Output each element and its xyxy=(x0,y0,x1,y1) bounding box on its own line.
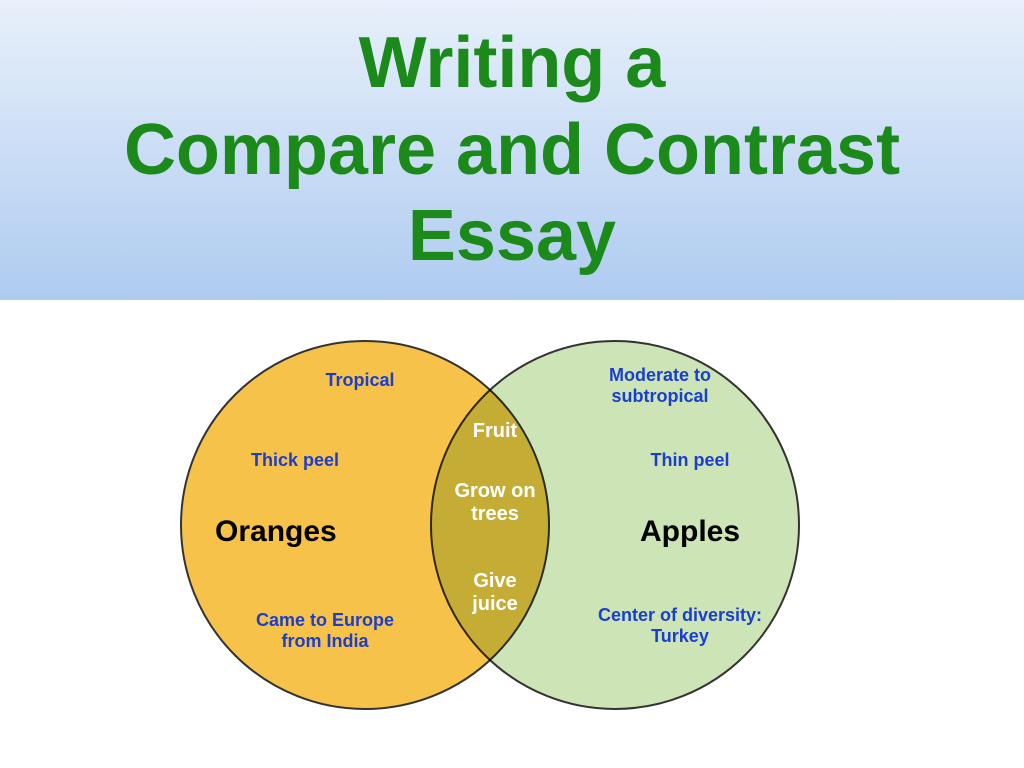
right-circle-label: Apples xyxy=(640,515,740,549)
intersection-item-1: Fruit xyxy=(455,420,535,443)
venn-diagram-area: Tropical Thick peel Came to Europe from … xyxy=(0,300,1024,768)
right-item-1: Moderate to subtropical xyxy=(580,365,740,407)
intersection-item-2: Grow on trees xyxy=(440,480,550,526)
venn-diagram: Tropical Thick peel Came to Europe from … xyxy=(180,340,844,720)
intersection-item-3: Give juice xyxy=(455,570,535,616)
title-line-1: Writing a xyxy=(124,20,900,106)
title-line-2: Compare and Contrast xyxy=(124,107,900,193)
left-item-1: Tropical xyxy=(300,370,420,391)
left-item-3: Came to Europe from India xyxy=(235,610,415,652)
right-item-3: Center of diversity: Turkey xyxy=(595,605,765,647)
slide-title: Writing a Compare and Contrast Essay xyxy=(124,20,900,279)
right-item-2: Thin peel xyxy=(620,450,760,471)
title-banner: Writing a Compare and Contrast Essay xyxy=(0,0,1024,300)
left-item-2: Thick peel xyxy=(225,450,365,471)
left-circle-label: Oranges xyxy=(215,515,337,549)
title-line-3: Essay xyxy=(124,193,900,279)
